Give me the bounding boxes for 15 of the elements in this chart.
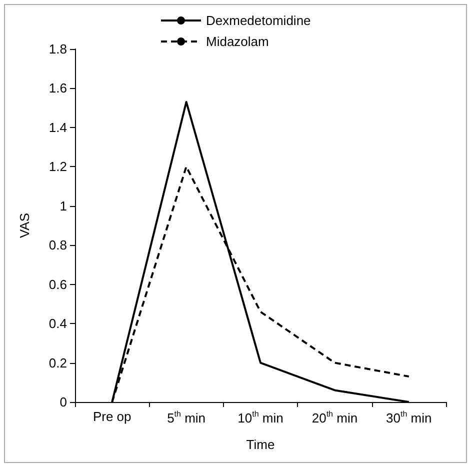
y-tick-label: 0.6 bbox=[48, 276, 67, 292]
y-tick-label: 0.2 bbox=[48, 355, 67, 370]
y-tick-label: 1.8 bbox=[48, 42, 67, 56]
y-tick-label: 1 bbox=[60, 198, 67, 214]
legend-label: Midazolam bbox=[206, 34, 269, 49]
y-tick-label: 1.2 bbox=[48, 159, 67, 174]
y-tick-label: 0 bbox=[60, 394, 67, 410]
y-tick-label: 1.4 bbox=[48, 120, 67, 135]
y-tick-label: 1.6 bbox=[48, 80, 67, 96]
legend-label: Dexmedetomidine bbox=[206, 13, 311, 28]
x-axis-title: Time bbox=[246, 437, 275, 452]
y-tick-label: 0.8 bbox=[48, 238, 67, 253]
x-tick-label: Pre op bbox=[92, 409, 132, 424]
y-axis-title: VAS bbox=[17, 212, 32, 238]
y-tick-label: 0.4 bbox=[48, 316, 67, 332]
